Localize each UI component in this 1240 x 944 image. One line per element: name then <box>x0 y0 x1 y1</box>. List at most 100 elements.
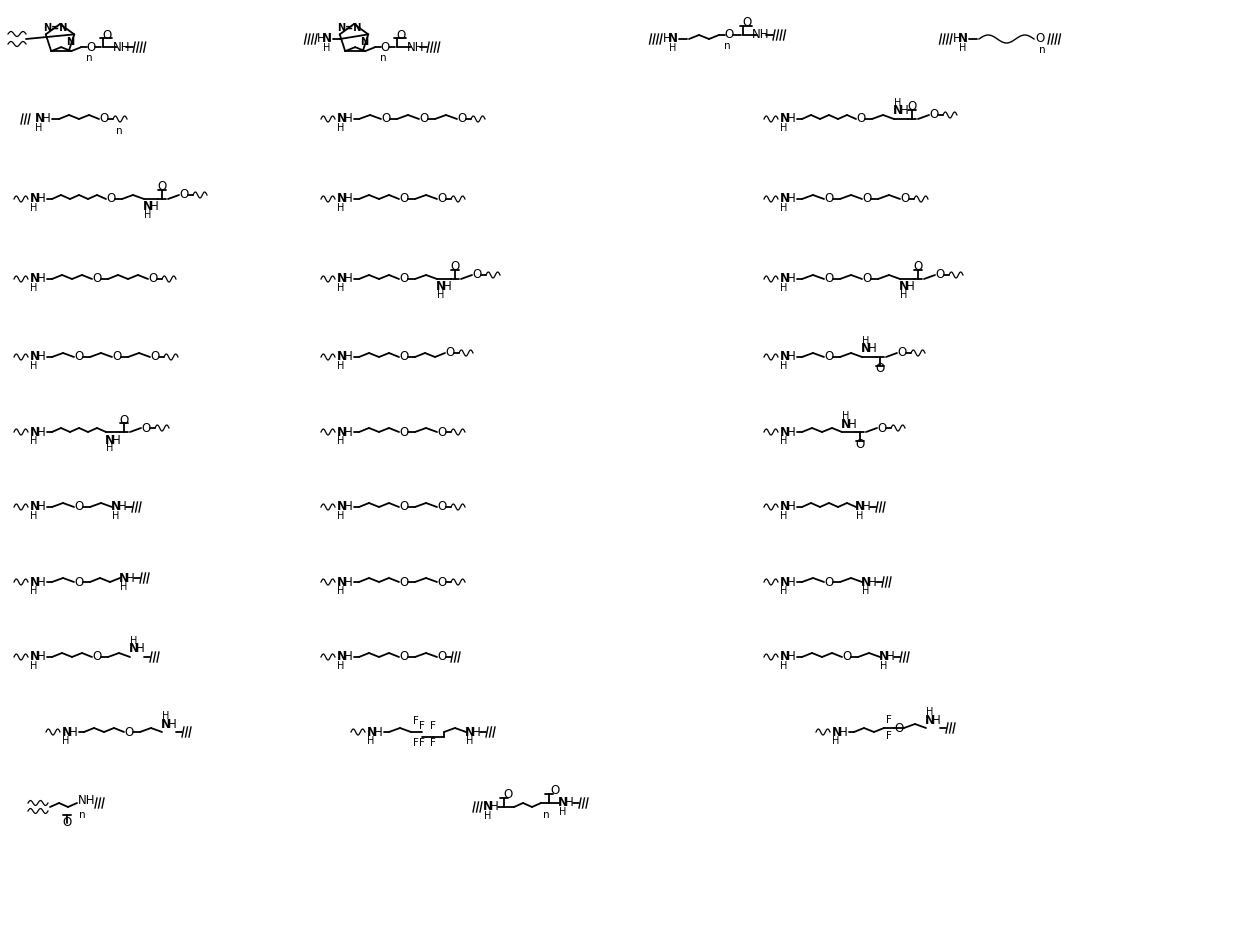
Text: n: n <box>379 53 387 63</box>
Text: O: O <box>908 100 916 113</box>
Text: O: O <box>399 350 409 363</box>
Text: N: N <box>780 273 790 285</box>
Text: n: n <box>86 53 93 63</box>
Text: H: H <box>150 200 159 213</box>
Text: N: N <box>337 426 347 439</box>
Text: H: H <box>471 726 480 738</box>
Text: H: H <box>30 586 37 596</box>
Text: H: H <box>37 650 46 664</box>
Text: H: H <box>162 711 170 721</box>
Text: H: H <box>37 576 46 588</box>
Text: H: H <box>490 801 498 814</box>
Text: F: F <box>419 738 425 748</box>
Text: N: N <box>322 32 332 45</box>
Text: O: O <box>180 189 188 201</box>
Text: H: H <box>343 650 352 664</box>
Text: O: O <box>450 261 460 274</box>
Text: N: N <box>879 650 889 664</box>
Text: H: H <box>780 436 787 446</box>
Text: O: O <box>929 109 939 122</box>
Text: n: n <box>78 810 86 820</box>
Text: H: H <box>367 736 374 746</box>
Text: O: O <box>825 576 833 588</box>
Text: H: H <box>30 203 37 213</box>
Text: N: N <box>465 726 475 738</box>
Text: H: H <box>564 797 573 810</box>
Text: H: H <box>780 661 787 671</box>
Text: O: O <box>438 650 446 664</box>
Text: O: O <box>724 28 734 42</box>
Text: N: N <box>780 650 790 664</box>
Text: O: O <box>399 273 409 285</box>
Text: H: H <box>62 736 69 746</box>
Text: H: H <box>337 511 345 521</box>
Text: H: H <box>900 105 909 117</box>
Text: O: O <box>74 350 83 363</box>
Text: O: O <box>399 193 409 206</box>
Text: NH: NH <box>407 41 424 54</box>
Text: H: H <box>107 443 114 453</box>
Text: n: n <box>543 810 549 820</box>
Text: N: N <box>337 112 347 126</box>
Text: O: O <box>825 273 833 285</box>
Text: N: N <box>841 417 851 430</box>
Text: H: H <box>786 193 795 206</box>
Text: H: H <box>780 586 787 596</box>
Text: H: H <box>337 203 345 213</box>
Text: F: F <box>419 721 425 731</box>
Text: N: N <box>337 576 347 588</box>
Text: N: N <box>780 193 790 206</box>
Text: H: H <box>670 43 677 53</box>
Text: H: H <box>832 736 839 746</box>
Text: H: H <box>167 717 176 731</box>
Text: N: N <box>105 433 115 447</box>
Text: H: H <box>120 582 128 592</box>
Text: N: N <box>780 576 790 588</box>
Text: O: O <box>438 576 446 588</box>
Text: N: N <box>780 350 790 363</box>
Text: F: F <box>430 738 436 748</box>
Text: N: N <box>112 500 122 514</box>
Text: H: H <box>868 343 877 356</box>
Text: N: N <box>484 801 494 814</box>
Text: H: H <box>130 636 138 646</box>
Text: N: N <box>899 280 909 294</box>
Text: F: F <box>430 721 436 731</box>
Text: O: O <box>438 500 446 514</box>
Text: N: N <box>337 500 347 514</box>
Text: H: H <box>343 193 352 206</box>
Text: O: O <box>92 650 102 664</box>
Text: N: N <box>30 350 40 363</box>
Text: N: N <box>30 650 40 664</box>
Text: H: H <box>862 500 870 514</box>
Text: H: H <box>780 123 787 133</box>
Text: N: N <box>337 193 347 206</box>
Text: O: O <box>438 426 446 439</box>
Text: H: H <box>780 361 787 371</box>
Text: H: H <box>112 433 120 447</box>
Text: H: H <box>343 350 352 363</box>
Text: O: O <box>862 193 872 206</box>
Text: H: H <box>559 807 567 817</box>
Text: N: N <box>360 37 368 47</box>
Text: O: O <box>445 346 455 360</box>
Text: O: O <box>399 500 409 514</box>
Text: NH: NH <box>113 41 130 54</box>
Text: O: O <box>92 273 102 285</box>
Text: N: N <box>30 273 40 285</box>
Text: H: H <box>485 811 492 821</box>
Text: H: H <box>42 112 51 126</box>
Text: H: H <box>780 511 787 521</box>
Text: H: H <box>30 283 37 293</box>
Text: O: O <box>141 422 150 434</box>
Text: N: N <box>337 273 347 285</box>
Text: H: H <box>466 736 474 746</box>
Text: H: H <box>343 112 352 126</box>
Text: O: O <box>857 112 866 126</box>
Text: H: H <box>37 350 46 363</box>
Text: O: O <box>74 576 83 588</box>
Text: O: O <box>856 437 864 450</box>
Text: H: H <box>113 511 120 521</box>
Text: O: O <box>150 350 160 363</box>
Text: O: O <box>74 500 83 514</box>
